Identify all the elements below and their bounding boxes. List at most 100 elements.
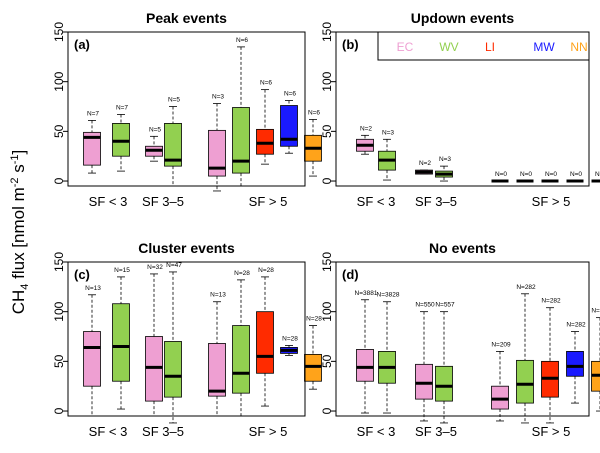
legend-entry-mw: MW (533, 40, 555, 54)
group-label: SF < 3 (89, 194, 128, 209)
y-axis-label-rest: flux [nmol m (9, 187, 28, 283)
box-ec-5: N=0 (491, 171, 509, 183)
n-label: N=13 (210, 292, 226, 299)
y-axis-label-sub: 4 (19, 284, 31, 290)
legend-entry-li: LI (485, 40, 495, 54)
box-mw-8: N=28 (280, 335, 298, 356)
y-tick-label: 50 (320, 354, 334, 368)
box-wv-2: N=7 (112, 104, 130, 172)
box-iqr (83, 131, 101, 166)
box-ec-1: N=13 (83, 285, 101, 417)
panel-title: Cluster events (138, 240, 235, 256)
y-axis-label-mid: s (9, 164, 28, 177)
group-label: SF 3–5 (415, 424, 457, 439)
chart-panel-2: Updown events 0 50 100 150 N=2 N=3 N=2 N=3 N=0 N=0… (320, 10, 600, 209)
y-tick-label: 0 (320, 177, 334, 184)
n-label: N=28 (234, 270, 250, 277)
group-label: SF < 3 (89, 424, 128, 439)
box-iqr (164, 341, 182, 398)
n-label: N=6 (284, 91, 296, 98)
legend: EC WV LI MW NN (377, 31, 590, 61)
n-label: N=6 (236, 37, 248, 44)
legend-box (377, 31, 590, 61)
chart-panels: Peak events 0 50 100 150 N=7 N=7 N=5 N=5 N=3 N=6 N=… (52, 10, 600, 439)
n-label: N=28 (258, 267, 274, 274)
n-label: N=550 (415, 302, 435, 309)
n-label: N=0 (520, 171, 532, 178)
box-iqr (83, 331, 101, 387)
box-wv-4: N=557 (435, 302, 455, 424)
n-label: N=2 (419, 160, 431, 167)
n-label: N=3828 (377, 292, 400, 299)
n-label: N=0 (545, 171, 557, 178)
n-label: N=5 (149, 126, 161, 133)
box-iqr (164, 123, 182, 167)
y-tick-label: 0 (320, 407, 334, 414)
panel-label: (a) (74, 37, 90, 52)
box-wv-6: N=282 (516, 284, 536, 424)
box-mw-8: N=6 (280, 91, 298, 154)
group-label: SF 3–5 (415, 194, 457, 209)
box-nn-9: N=282 (591, 308, 600, 412)
n-label: N=15 (114, 267, 130, 274)
n-label: N=3 (212, 94, 224, 101)
y-tick-label: 150 (52, 22, 66, 42)
y-tick-label: 100 (52, 301, 66, 321)
box-li-7: N=6 (256, 80, 274, 165)
n-label: N=2 (360, 125, 372, 132)
legend-entry-wv: WV (439, 40, 458, 54)
box-iqr (566, 351, 584, 377)
box-nn-9: N=0 (591, 171, 600, 183)
n-label: N=0 (570, 171, 582, 178)
n-label: N=5 (168, 97, 180, 104)
box-wv-2: N=3828 (377, 292, 400, 414)
box-ec-5: N=3 (208, 94, 226, 192)
y-tick-label: 0 (52, 407, 66, 414)
n-label: N=3 (382, 129, 394, 136)
panel-title: Updown events (411, 10, 515, 26)
plot-frame (67, 261, 306, 417)
n-label: N=6 (260, 80, 272, 87)
n-label: N=282 (591, 308, 600, 315)
box-wv-2: N=3 (378, 129, 396, 181)
box-iqr (280, 105, 298, 147)
box-nn-9: N=6 (304, 109, 322, 177)
box-wv-4: N=47 (164, 262, 182, 424)
panel-label: (b) (342, 37, 359, 52)
chart-panel-1: Peak events 0 50 100 150 N=7 N=7 N=5 N=5 N=3 N=6 N=… (52, 10, 322, 209)
box-ec-3: N=32 (145, 264, 163, 417)
box-ec-5: N=13 (208, 292, 226, 417)
n-label: N=282 (541, 298, 561, 305)
group-label: SF < 3 (357, 194, 396, 209)
y-tick-label: 0 (52, 177, 66, 184)
box-nn-9: N=28 (304, 316, 322, 390)
group-label: SF < 3 (357, 424, 396, 439)
box-wv-6: N=28 (232, 270, 250, 417)
box-iqr (208, 129, 226, 177)
y-tick-label: 150 (320, 22, 334, 42)
legend-entry-nn: NN (570, 40, 587, 54)
box-ec-3: N=5 (145, 126, 163, 162)
box-wv-6: N=0 (516, 171, 534, 183)
n-label: N=7 (116, 104, 128, 111)
box-iqr (232, 325, 250, 394)
group-label: SF 3–5 (142, 194, 184, 209)
panel-label: (d) (342, 267, 359, 282)
n-label: N=28 (306, 316, 322, 323)
y-tick-label: 150 (52, 252, 66, 272)
group-label: SF > 5 (249, 424, 288, 439)
panel-title: Peak events (146, 10, 227, 26)
group-label: SF > 5 (532, 424, 571, 439)
box-iqr (208, 343, 226, 397)
box-ec-1: N=2 (356, 125, 374, 155)
chart-panel-3: Cluster events 0 50 100 150 N=13 N=15 N=32 N=47 N… (52, 240, 322, 439)
y-tick-label: 150 (320, 252, 334, 272)
box-ec-3: N=2 (415, 160, 433, 175)
group-label: SF 3–5 (142, 424, 184, 439)
group-label: SF > 5 (249, 194, 288, 209)
n-label: N=282 (566, 322, 586, 329)
box-iqr (256, 311, 274, 374)
panel-title: No events (429, 240, 496, 256)
panel-label: (c) (74, 267, 90, 282)
